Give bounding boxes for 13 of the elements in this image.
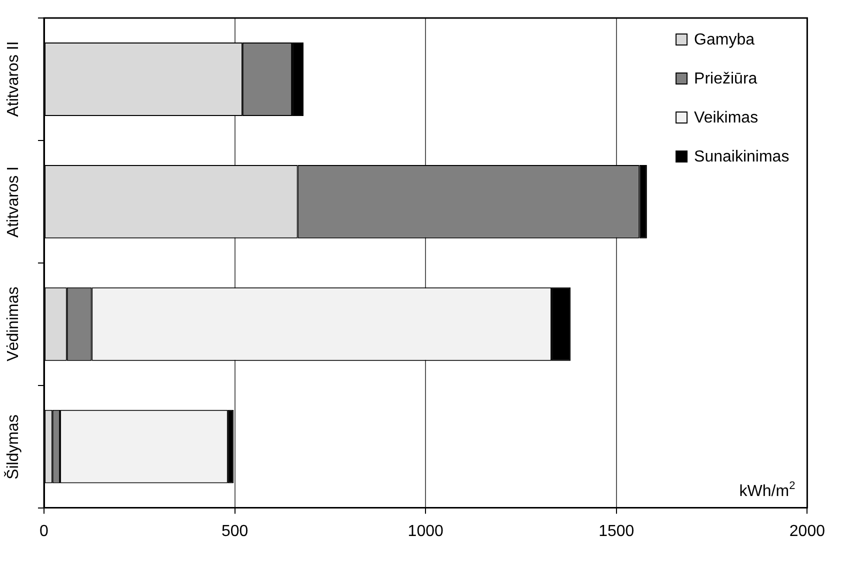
legend-label: Priežiūra [694, 70, 758, 88]
legend-label: Sunaikinimas [694, 148, 790, 166]
legend-label: Gamyba [694, 31, 755, 48]
legend-label: Veikimas [694, 109, 758, 126]
y-tick-label: Šildymas [3, 414, 23, 480]
x-tick-label: 2000 [789, 522, 826, 540]
y-tick-label: Vėdinimas [4, 286, 23, 362]
x-tick-label: 1500 [598, 522, 634, 540]
x-tick-label: 1000 [408, 522, 444, 540]
x-tick-label: 500 [221, 522, 248, 540]
x-tick-label: 0 [40, 522, 49, 540]
y-tick-label: Atitvaros I [4, 166, 23, 238]
y-tick-label: Atitvaros II [4, 41, 23, 118]
